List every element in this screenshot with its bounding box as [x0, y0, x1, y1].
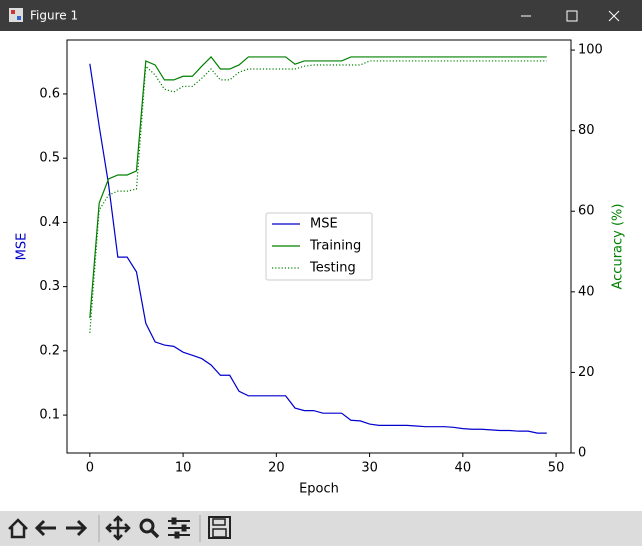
- y2-tick-label: 0: [578, 446, 586, 461]
- y-tick-label: 0.6: [39, 86, 60, 101]
- x-tick-label: 0: [86, 461, 94, 476]
- x-tick-label: 40: [455, 461, 472, 476]
- title-bar: [0, 0, 642, 31]
- x-tick-label: 50: [548, 461, 565, 476]
- y-tick-label: 0.5: [39, 151, 60, 166]
- x-tick-label: 30: [361, 461, 378, 476]
- x-tick-label: 20: [268, 461, 285, 476]
- maximize-button[interactable]: [566, 10, 578, 22]
- y2-tick-label: 40: [578, 284, 595, 299]
- legend-label: Testing: [309, 261, 356, 276]
- plot: 0 10 20 30 40 50 0.1 0.2 0.3 0.4 0.5 0.6 0 20 40 60 80 10…: [15, 39, 626, 497]
- series-line: [89, 63, 547, 434]
- pan-button[interactable]: [105, 515, 131, 541]
- save-button[interactable]: [208, 516, 231, 539]
- legend-label: Training: [309, 239, 361, 254]
- legend-label: MSE: [310, 217, 338, 232]
- window-title: Figure 1: [30, 9, 78, 23]
- y-tick-label: 0.2: [39, 343, 60, 358]
- back-button[interactable]: [34, 519, 56, 537]
- app-icon: [9, 8, 23, 22]
- y-tick-label: 0.3: [39, 279, 60, 294]
- series-line: [89, 60, 547, 333]
- close-button[interactable]: [608, 10, 620, 22]
- y2-tick-label: 20: [578, 365, 595, 380]
- y2-axis-label: Accuracy (%): [611, 204, 626, 290]
- axes-frame: [66, 39, 572, 454]
- toolbar-icons: [8, 515, 231, 542]
- home-button[interactable]: [8, 518, 28, 539]
- y-axis-label: MSE: [15, 233, 30, 261]
- toolbar: [0, 511, 642, 546]
- y2-tick-label: 80: [578, 123, 595, 138]
- configure-button[interactable]: [168, 517, 190, 539]
- zoom-button[interactable]: [139, 518, 160, 539]
- y-tick-label: 0.4: [39, 215, 60, 230]
- y2-tick-label: 60: [578, 204, 595, 219]
- legend-frame: [265, 212, 373, 281]
- x-axis-label: Epoch: [299, 482, 339, 497]
- forward-button[interactable]: [66, 519, 88, 537]
- y2-tick-label: 100: [578, 43, 603, 58]
- y-tick-label: 0.1: [39, 408, 60, 423]
- x-tick-label: 10: [175, 461, 192, 476]
- series-line: [89, 56, 547, 319]
